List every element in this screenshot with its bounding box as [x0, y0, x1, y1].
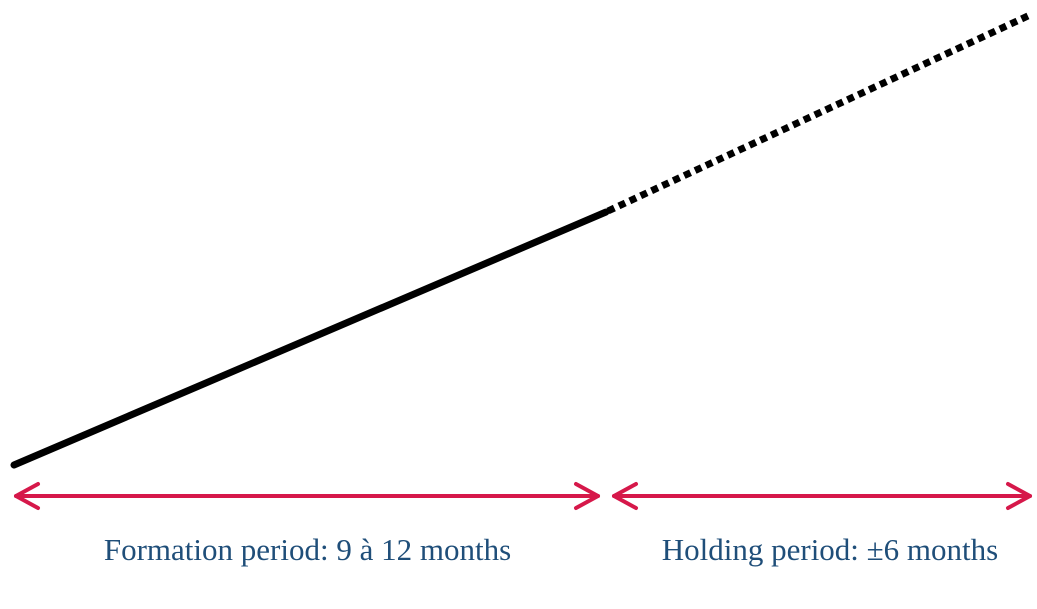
formation-label: Formation period: 9 à 12 months	[103, 532, 512, 567]
formation-trend-line	[10, 208, 610, 469]
formation-arrow	[14, 482, 600, 510]
holding-trend-line	[606, 11, 1032, 215]
holding-label: Holding period: ±6 months	[661, 532, 999, 567]
holding-arrow	[612, 482, 1032, 510]
